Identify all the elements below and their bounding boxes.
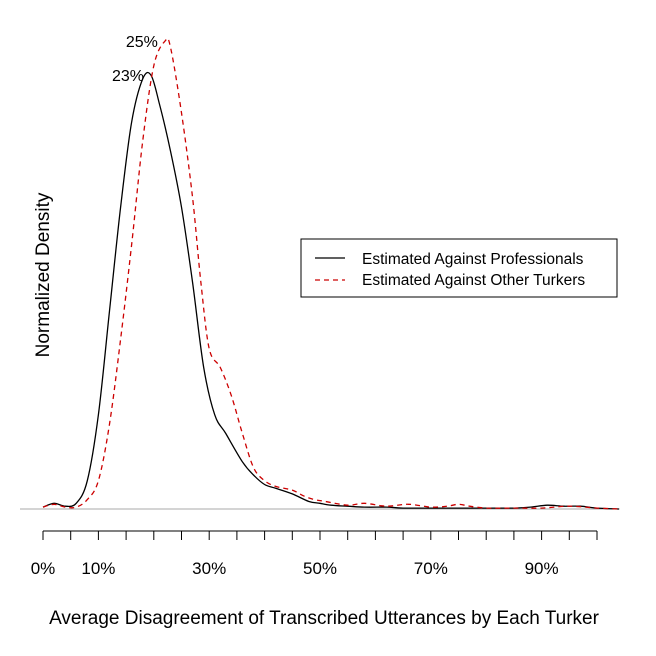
- series-line-professionals: [42, 71, 620, 510]
- y-axis-title: Normalized Density: [33, 192, 54, 357]
- x-tick-label: 90%: [525, 559, 559, 578]
- legend-label-professionals: Estimated Against Professionals: [362, 251, 584, 268]
- x-tick-label: 10%: [81, 559, 115, 578]
- x-tick-label: 0%: [31, 559, 56, 578]
- x-axis: [42, 530, 598, 540]
- legend-box: [300, 238, 618, 298]
- x-tick-label: 50%: [303, 559, 337, 578]
- x-axis-title: Average Disagreement of Transcribed Utte…: [49, 608, 600, 629]
- x-tick-labels: 0% 10% 30% 50% 70% 90%: [31, 559, 559, 578]
- peak-label-turkers: 25%: [126, 34, 158, 51]
- x-tick-label: 70%: [414, 559, 448, 578]
- peak-labels: 23% 25%: [112, 34, 158, 85]
- legend: Estimated Against Professionals Estimate…: [300, 238, 618, 298]
- plot-area: [42, 37, 620, 510]
- peak-label-professionals: 23%: [112, 68, 144, 85]
- legend-label-turkers: Estimated Against Other Turkers: [362, 272, 585, 289]
- x-tick-label: 30%: [192, 559, 226, 578]
